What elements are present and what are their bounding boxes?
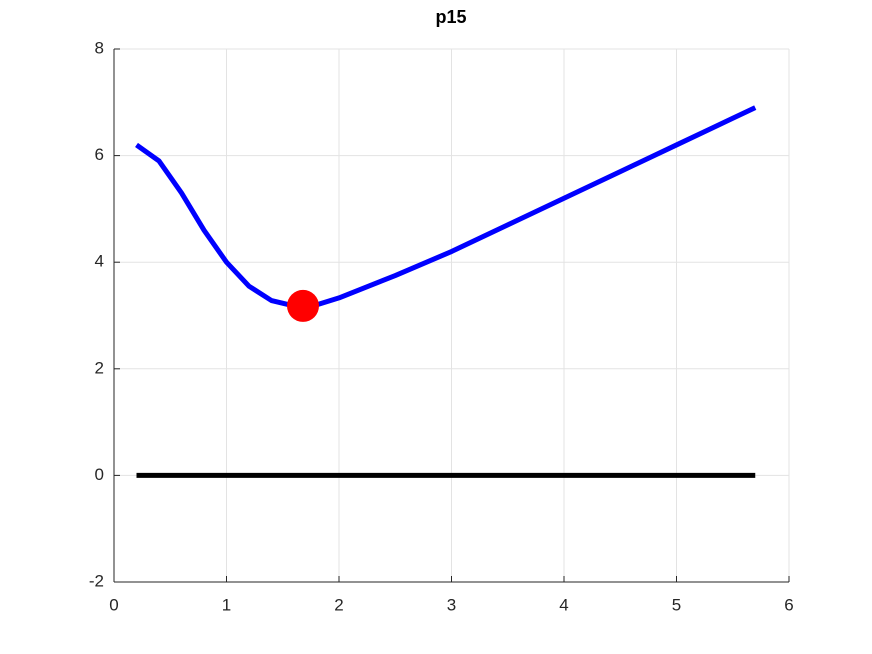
y-tick-label: 6 [95, 145, 104, 164]
x-tick-label: 2 [334, 595, 343, 614]
x-tick-label: 3 [447, 595, 456, 614]
chart-title: p15 [435, 7, 466, 27]
x-tick-label: 5 [672, 595, 681, 614]
y-tick-label: 4 [95, 252, 104, 271]
x-tick-label: 6 [784, 595, 793, 614]
y-tick-label: 0 [95, 465, 104, 484]
x-tick-label: 1 [222, 595, 231, 614]
line [135, 105, 757, 309]
x-tick-label: 4 [559, 595, 568, 614]
marker [287, 289, 319, 322]
y-tick-label: -2 [89, 571, 104, 590]
y-tick-label: 8 [95, 38, 104, 57]
y-tick-label: 2 [95, 358, 104, 377]
x-tick-label: 0 [109, 595, 118, 614]
